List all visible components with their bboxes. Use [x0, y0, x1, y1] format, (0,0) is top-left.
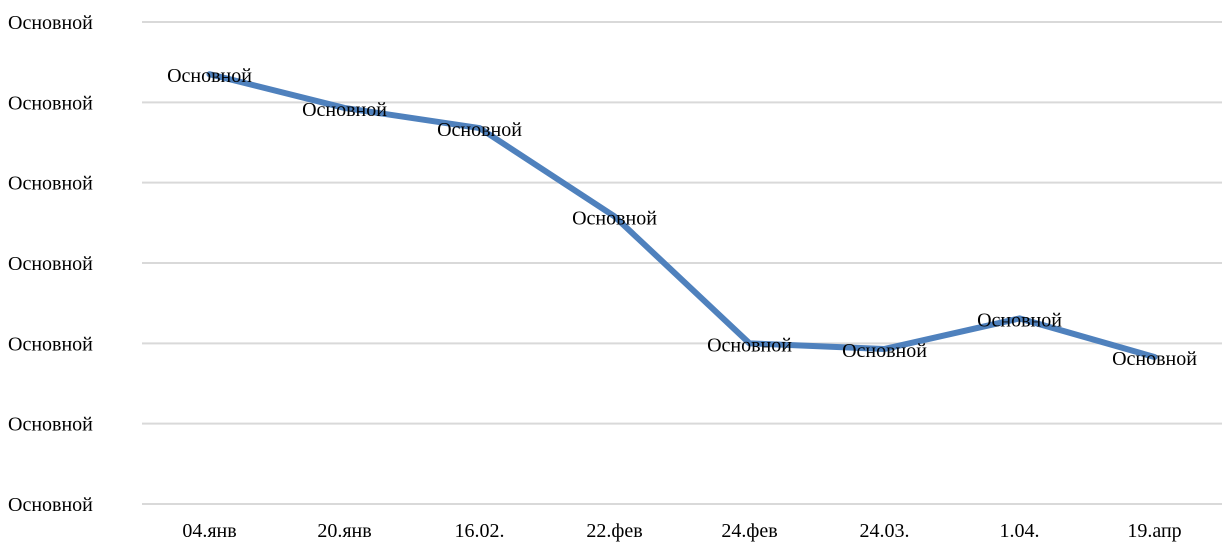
x-tick-label: 20.янв	[317, 520, 371, 542]
data-label: Основной	[302, 99, 387, 121]
x-tick-label: 24.фев	[721, 520, 777, 542]
gridlines	[142, 21, 1222, 505]
y-tick-label: Основной	[8, 12, 93, 34]
x-tick-label: 22.фев	[586, 520, 642, 542]
x-tick-label: 19.апр	[1127, 520, 1181, 542]
y-tick-label: Основной	[8, 333, 93, 355]
y-tick-label: Основной	[8, 92, 93, 114]
x-axis-tick-labels: 04.янв 20.янв 16.02. 22.фев 24.фев 24.03. 1.04…	[182, 520, 1181, 542]
x-tick-label: 24.03.	[860, 520, 910, 542]
y-tick-label: Основной	[8, 494, 93, 516]
data-label: Основной	[167, 65, 252, 87]
series-line	[206, 71, 1158, 360]
data-label: Основной	[842, 340, 927, 362]
data-label: Основной	[1112, 348, 1197, 370]
x-tick-label: 04.янв	[182, 520, 236, 542]
series-lines	[206, 71, 1158, 360]
x-tick-label: 1.04.	[1000, 520, 1040, 542]
y-tick-label: Основной	[8, 253, 93, 275]
data-labels: Основной Основной Основной Основной Основной…	[167, 65, 1197, 370]
data-label: Основной	[437, 119, 522, 141]
x-tick-label: 16.02.	[455, 520, 505, 542]
y-tick-label: Основной	[8, 414, 93, 436]
data-label: Основной	[707, 334, 792, 356]
y-tick-label: Основной	[8, 173, 93, 195]
data-label: Основной	[977, 309, 1062, 331]
data-label: Основной	[572, 207, 657, 229]
y-axis-tick-labels: Основной Основной Основной Основной Основной…	[8, 12, 93, 516]
